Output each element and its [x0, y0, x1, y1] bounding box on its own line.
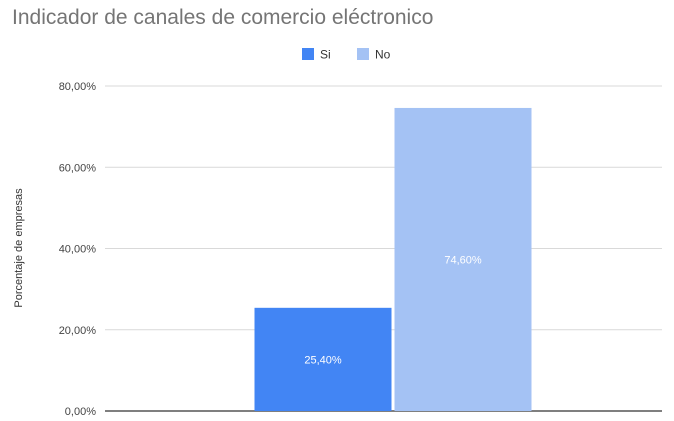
y-tick-label: 0,00% [65, 406, 96, 418]
y-tick-label: 60,00% [59, 162, 97, 174]
y-axis-label: Porcentaje de empresas [13, 188, 25, 308]
bar-si [254, 307, 392, 411]
y-tick-label: 80,00% [59, 81, 97, 93]
bar-no [394, 107, 532, 411]
legend-swatch-si [302, 48, 314, 60]
legend-label-si: Si [320, 48, 331, 62]
data-label-no: 74,60% [444, 254, 482, 266]
legend-swatch-no [357, 48, 369, 60]
legend-label-no: No [375, 48, 391, 62]
y-tick-label: 20,00% [59, 325, 97, 337]
y-tick-label: 40,00% [59, 244, 97, 256]
chart-title: Indicador de canales de comercio eléctro… [12, 6, 434, 29]
data-label-si: 25,40% [304, 354, 342, 366]
